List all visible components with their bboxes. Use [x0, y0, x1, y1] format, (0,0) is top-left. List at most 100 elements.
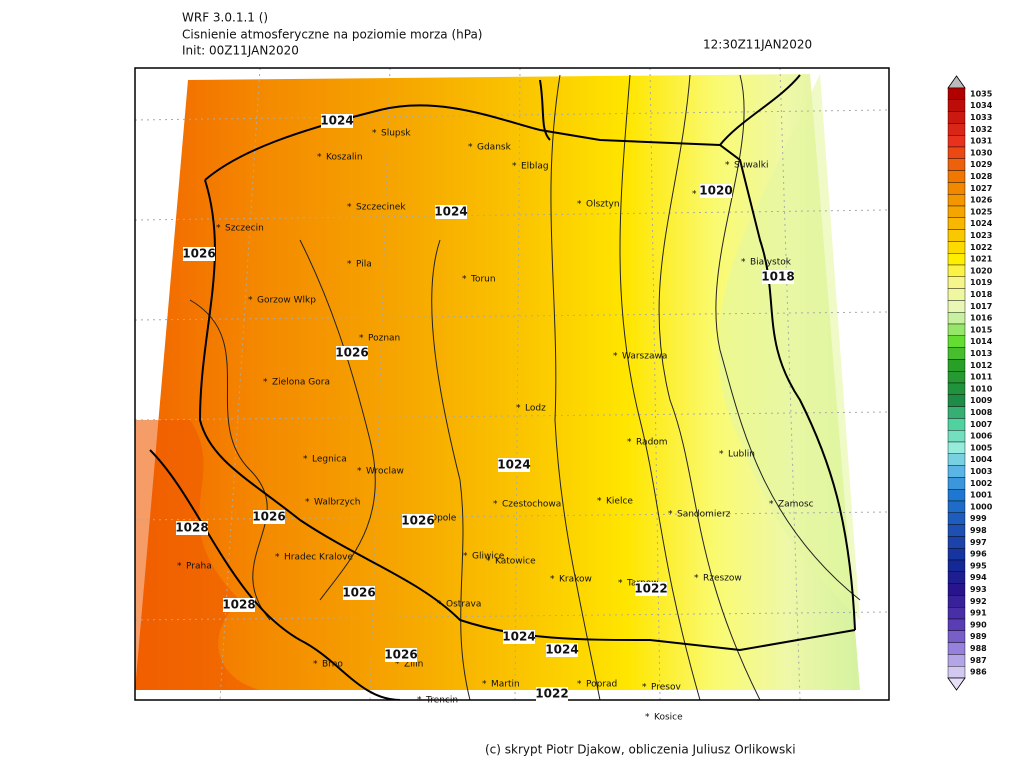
colorbar-label: 1032	[970, 125, 992, 134]
city-label: Trencin	[425, 696, 458, 706]
city-marker: *	[577, 200, 582, 210]
colorbar-label: 1033	[970, 113, 992, 122]
colorbar-cell	[947, 406, 966, 419]
city-marker: *	[613, 352, 618, 362]
colorbar-cell	[947, 300, 966, 313]
city-label: Torun	[470, 275, 496, 285]
colorbar-cell	[947, 512, 966, 525]
city-label: Czestochowa	[502, 500, 561, 510]
city-label: Pila	[356, 260, 372, 270]
city-label: Lodz	[525, 404, 546, 414]
city-label: Walbrzych	[314, 498, 360, 508]
colorbar-label: 1003	[970, 467, 992, 476]
colorbar-label: 1029	[970, 160, 993, 169]
colorbar-label: 1009	[970, 396, 993, 405]
colorbar-label: 1019	[970, 278, 993, 287]
city-label: Bialystok	[750, 258, 792, 268]
colorbar-cell	[947, 618, 966, 632]
city-label: Sandomierz	[677, 510, 731, 520]
city-label: Kosice	[654, 713, 683, 723]
isobar-label: 1026	[401, 514, 434, 528]
city-marker: *	[347, 203, 352, 213]
city-marker: *	[645, 713, 650, 723]
colorbar-cell	[947, 607, 966, 620]
isobar-label-box	[385, 648, 417, 662]
isobar-label-box	[762, 270, 794, 284]
colorbar-cell	[947, 288, 966, 301]
isobar-label-box	[536, 687, 568, 701]
init-time: Init: 00Z11JAN2020	[182, 44, 299, 58]
city-label: Gliwice	[472, 552, 505, 562]
colorbar-label: 1012	[970, 361, 992, 370]
city-marker: *	[216, 224, 221, 234]
isobar-label: 1024	[502, 630, 535, 644]
colorbar-cell	[947, 170, 966, 183]
colorbar-label: 1007	[970, 420, 992, 429]
colorbar-cell	[947, 193, 966, 207]
colorbar-label: 1031	[970, 137, 993, 146]
colorbar-cell	[947, 347, 966, 360]
city-marker: *	[347, 260, 352, 270]
isobar-label-box	[183, 247, 215, 261]
city-label: Presov	[651, 683, 682, 693]
city-marker: *	[357, 467, 362, 477]
colorbar-cell	[947, 666, 966, 679]
colorbar-cell	[947, 418, 966, 431]
isobar-label-box	[700, 184, 732, 198]
city-marker: *	[694, 574, 699, 584]
city-label: Radom	[636, 438, 668, 448]
city-label: Koszalin	[326, 153, 363, 163]
city-marker: *	[359, 334, 364, 344]
colorbar-label: 997	[970, 538, 987, 547]
colorbar-label: 991	[970, 609, 987, 618]
isobar-label: 1020	[699, 184, 732, 198]
colorbar-cell	[947, 548, 966, 561]
city-label: Lublin	[728, 450, 755, 460]
city-marker: *	[482, 680, 487, 690]
city-label: Gdansk	[477, 143, 512, 153]
colorbar-label: 1021	[970, 255, 993, 264]
city-marker: *	[395, 660, 400, 670]
colorbar-cell	[947, 123, 966, 136]
city-label: Brno	[322, 660, 343, 670]
city-label: Poznan	[368, 334, 400, 344]
colorbar-top-arrow	[947, 75, 966, 89]
colorbar-label: 990	[970, 620, 987, 629]
city-label: Warszawa	[622, 352, 667, 362]
colorbar-cell	[947, 182, 966, 195]
isobar-label-box	[321, 114, 353, 128]
colorbar-label: 1035	[970, 89, 993, 98]
colorbar-label: 1028	[970, 172, 993, 181]
city-marker: *	[769, 500, 774, 510]
colorbar-cell	[947, 477, 966, 490]
footer: (c) skrypt Piotr Djakow, obliczenia Juli…	[485, 743, 796, 757]
city-label: Legnica	[312, 455, 347, 465]
colorbar-cell	[947, 524, 966, 537]
city-marker: *	[275, 553, 280, 563]
isobar-label-box	[498, 458, 530, 472]
colorbar-cell	[947, 489, 966, 502]
colorbar-cell	[947, 654, 966, 667]
colorbar-label: 989	[970, 632, 987, 641]
colorbar-label: 1011	[970, 373, 993, 382]
colorbar-bottom-arrow	[947, 677, 966, 691]
colorbar-label: 995	[970, 561, 987, 570]
colorbar-label: 1010	[970, 384, 993, 393]
colorbar-label: 1015	[970, 325, 993, 334]
colorbar-label: 992	[970, 597, 987, 606]
colorbar-label: 1022	[970, 243, 992, 252]
pressure-field	[135, 74, 860, 690]
isobar-label: 1028	[222, 598, 255, 612]
colorbar-cell	[947, 595, 966, 608]
colorbar-cell	[947, 583, 966, 596]
isobar-label-box	[546, 643, 578, 657]
city-marker: *	[468, 143, 473, 153]
colorbar-label: 1034	[970, 101, 993, 110]
colorbar-cell	[947, 359, 966, 372]
city-marker: *	[597, 497, 602, 507]
city-marker: *	[642, 683, 647, 693]
title: Cisnienie atmosferyczne na poziomie morz…	[182, 28, 483, 42]
city-marker: *	[486, 557, 491, 567]
isobar-label: 1026	[384, 648, 417, 662]
colorbar-cell	[947, 252, 966, 266]
